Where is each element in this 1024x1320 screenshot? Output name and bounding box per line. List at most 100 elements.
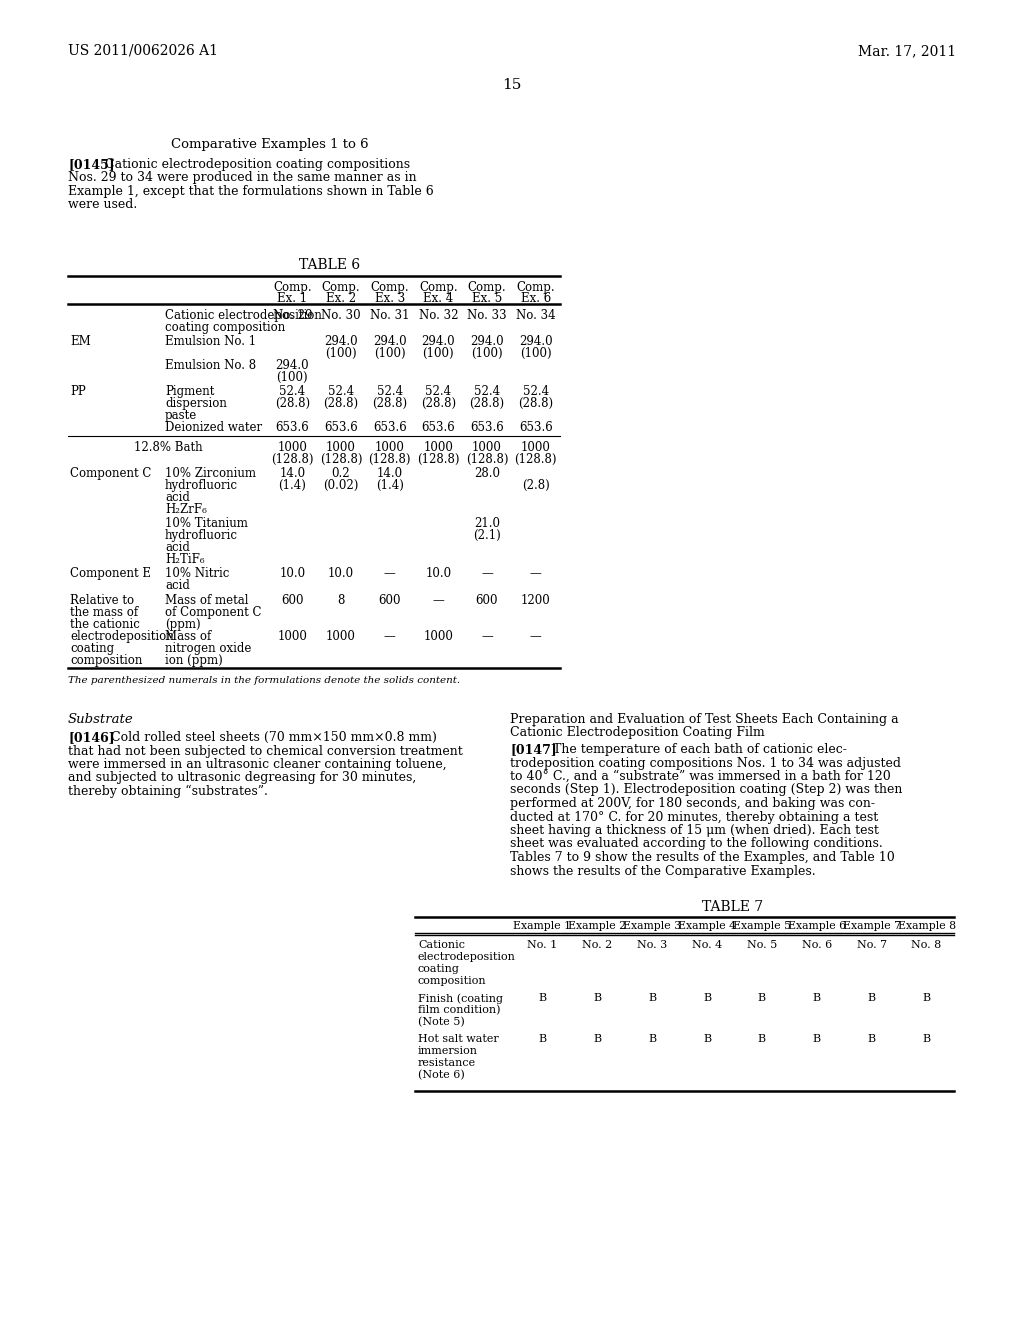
Text: Emulsion No. 8: Emulsion No. 8	[165, 359, 256, 372]
Text: Comp.: Comp.	[419, 281, 458, 294]
Text: No. 29: No. 29	[272, 309, 312, 322]
Text: the cationic: the cationic	[70, 618, 140, 631]
Text: (100): (100)	[374, 347, 406, 360]
Text: Example 8: Example 8	[897, 921, 955, 931]
Text: 52.4: 52.4	[474, 385, 500, 399]
Text: acid: acid	[165, 491, 189, 504]
Text: coating: coating	[70, 642, 114, 655]
Text: Example 2: Example 2	[568, 921, 627, 931]
Text: 14.0: 14.0	[377, 467, 402, 480]
Text: US 2011/0062026 A1: US 2011/0062026 A1	[68, 44, 218, 58]
Text: B: B	[758, 993, 766, 1003]
Text: 1000: 1000	[278, 630, 307, 643]
Text: Comparative Examples 1 to 6: Comparative Examples 1 to 6	[171, 139, 369, 150]
Text: (128.8): (128.8)	[319, 453, 362, 466]
Text: Comp.: Comp.	[273, 281, 311, 294]
Text: 653.6: 653.6	[519, 421, 553, 434]
Text: No. 33: No. 33	[467, 309, 507, 322]
Text: B: B	[539, 1034, 547, 1044]
Text: paste: paste	[165, 409, 198, 422]
Text: Finish (coating: Finish (coating	[418, 993, 503, 1003]
Text: (100): (100)	[520, 347, 552, 360]
Text: PP: PP	[70, 385, 86, 399]
Text: composition: composition	[70, 653, 142, 667]
Text: No. 3: No. 3	[637, 940, 668, 950]
Text: 653.6: 653.6	[422, 421, 456, 434]
Text: 653.6: 653.6	[275, 421, 309, 434]
Text: 52.4: 52.4	[280, 385, 305, 399]
Text: Cold rolled steel sheets (70 mm×150 mm×0.8 mm): Cold rolled steel sheets (70 mm×150 mm×0…	[111, 731, 437, 744]
Text: (1.4): (1.4)	[279, 479, 306, 492]
Text: 294.0: 294.0	[519, 335, 553, 348]
Text: Substrate: Substrate	[68, 713, 134, 726]
Text: 653.6: 653.6	[325, 421, 357, 434]
Text: Cationic Electrodeposition Coating Film: Cationic Electrodeposition Coating Film	[510, 726, 765, 739]
Text: B: B	[593, 1034, 601, 1044]
Text: 294.0: 294.0	[373, 335, 407, 348]
Text: 10.0: 10.0	[280, 568, 305, 579]
Text: 294.0: 294.0	[422, 335, 455, 348]
Text: Nos. 29 to 34 were produced in the same manner as in: Nos. 29 to 34 were produced in the same …	[68, 172, 417, 185]
Text: film condition): film condition)	[418, 1005, 501, 1015]
Text: 10% Zirconium: 10% Zirconium	[165, 467, 256, 480]
Text: 52.4: 52.4	[522, 385, 549, 399]
Text: 1000: 1000	[423, 630, 454, 643]
Text: (28.8): (28.8)	[518, 397, 553, 411]
Text: (128.8): (128.8)	[466, 453, 508, 466]
Text: B: B	[648, 1034, 656, 1044]
Text: Mass of metal: Mass of metal	[165, 594, 249, 607]
Text: 1000: 1000	[326, 441, 356, 454]
Text: [0145]: [0145]	[68, 158, 115, 172]
Text: —: —	[481, 568, 493, 579]
Text: B: B	[813, 1034, 821, 1044]
Text: 15: 15	[503, 78, 521, 92]
Text: 10% Nitric: 10% Nitric	[165, 568, 229, 579]
Text: acid: acid	[165, 541, 189, 554]
Text: Ex. 4: Ex. 4	[423, 292, 454, 305]
Text: The parenthesized numerals in the formulations denote the solids content.: The parenthesized numerals in the formul…	[68, 676, 460, 685]
Text: were used.: were used.	[68, 198, 137, 211]
Text: sheet having a thickness of 15 μm (when dried). Each test: sheet having a thickness of 15 μm (when …	[510, 824, 879, 837]
Text: —: —	[529, 630, 542, 643]
Text: B: B	[593, 993, 601, 1003]
Text: hydrofluoric: hydrofluoric	[165, 529, 238, 543]
Text: Cationic: Cationic	[418, 940, 465, 950]
Text: Emulsion No. 1: Emulsion No. 1	[165, 335, 256, 348]
Text: The temperature of each bath of cationic elec-: The temperature of each bath of cationic…	[553, 743, 847, 756]
Text: 52.4: 52.4	[377, 385, 402, 399]
Text: Cationic electrodeposition coating compositions: Cationic electrodeposition coating compo…	[105, 158, 411, 172]
Text: 1000: 1000	[423, 441, 454, 454]
Text: Example 4: Example 4	[678, 921, 736, 931]
Text: that had not been subjected to chemical conversion treatment: that had not been subjected to chemical …	[68, 744, 463, 758]
Text: Comp.: Comp.	[516, 281, 555, 294]
Text: the mass of: the mass of	[70, 606, 138, 619]
Text: 600: 600	[281, 594, 303, 607]
Text: 294.0: 294.0	[470, 335, 504, 348]
Text: B: B	[923, 993, 931, 1003]
Text: (28.8): (28.8)	[421, 397, 456, 411]
Text: B: B	[867, 1034, 876, 1044]
Text: Ex. 5: Ex. 5	[472, 292, 502, 305]
Text: coating: coating	[418, 964, 460, 974]
Text: Ex. 2: Ex. 2	[326, 292, 356, 305]
Text: No. 6: No. 6	[802, 940, 831, 950]
Text: 10.0: 10.0	[328, 568, 354, 579]
Text: (Note 6): (Note 6)	[418, 1071, 465, 1080]
Text: H₂ZrF₆: H₂ZrF₆	[165, 503, 207, 516]
Text: 21.0: 21.0	[474, 517, 500, 531]
Text: Preparation and Evaluation of Test Sheets Each Containing a: Preparation and Evaluation of Test Sheet…	[510, 713, 899, 726]
Text: B: B	[758, 1034, 766, 1044]
Text: immersion: immersion	[418, 1045, 478, 1056]
Text: 52.4: 52.4	[328, 385, 354, 399]
Text: trodeposition coating compositions Nos. 1 to 34 was adjusted: trodeposition coating compositions Nos. …	[510, 756, 901, 770]
Text: —: —	[529, 568, 542, 579]
Text: (Note 5): (Note 5)	[418, 1016, 465, 1027]
Text: No. 34: No. 34	[516, 309, 555, 322]
Text: B: B	[539, 993, 547, 1003]
Text: (28.8): (28.8)	[469, 397, 505, 411]
Text: 8: 8	[337, 594, 345, 607]
Text: No. 5: No. 5	[746, 940, 777, 950]
Text: B: B	[923, 1034, 931, 1044]
Text: Deionized water: Deionized water	[165, 421, 262, 434]
Text: Example 6: Example 6	[787, 921, 846, 931]
